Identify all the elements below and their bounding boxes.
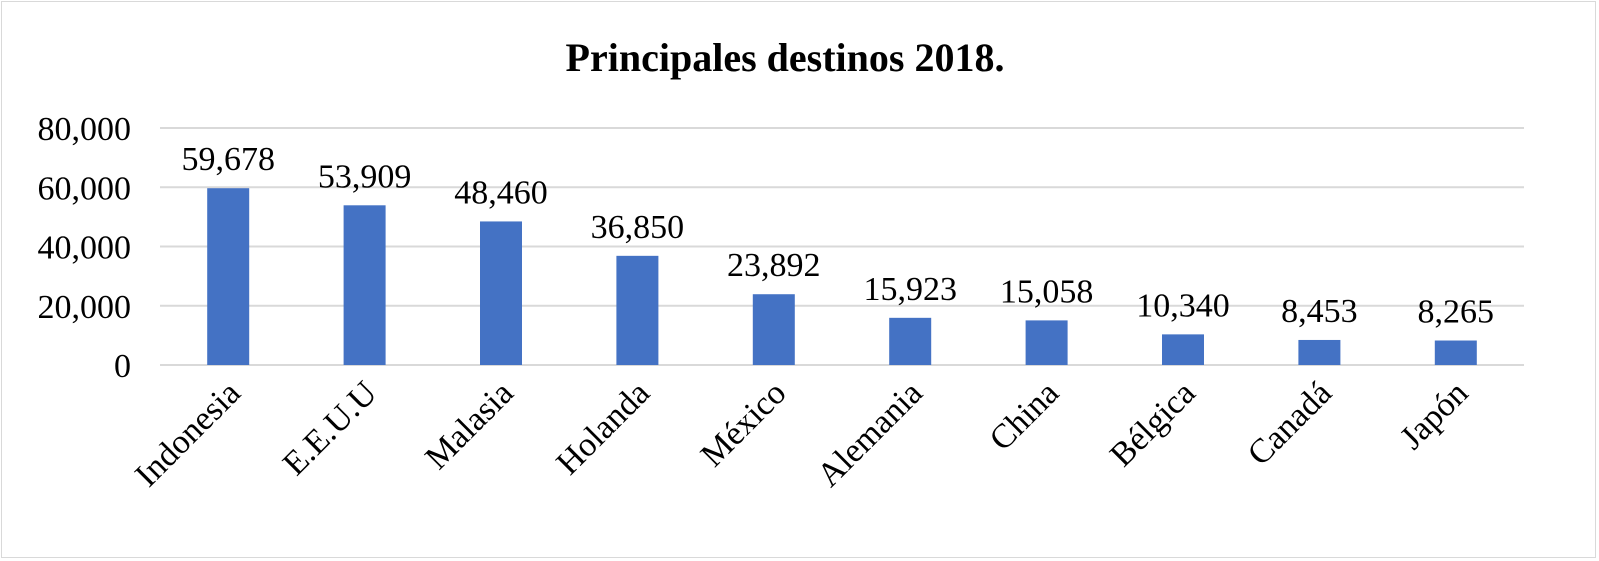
bar — [889, 317, 932, 365]
category-label: Canadá — [1241, 374, 1339, 472]
bar — [343, 205, 386, 365]
data-label: 8,453 — [1281, 293, 1358, 330]
bar — [616, 255, 659, 365]
bar — [207, 188, 250, 365]
category-label: China — [983, 374, 1067, 458]
data-label: 59,678 — [181, 141, 275, 178]
y-tick-label: 20,000 — [38, 289, 132, 326]
data-labels: 59,678 53,909 48,460 36,850 23,892 15,923 15,0… — [181, 141, 1494, 330]
data-label: 53,909 — [318, 158, 412, 195]
y-tick-label: 0 — [114, 348, 131, 385]
data-label: 8,265 — [1418, 294, 1495, 331]
data-label: 36,850 — [591, 209, 685, 246]
category-label: E.E.U.U — [276, 374, 384, 482]
y-axis-ticks: 0 20,000 40,000 60,000 80,000 — [38, 111, 132, 385]
chart-title: Principales destinos 2018. — [566, 35, 1005, 80]
category-label: Alemania — [810, 374, 930, 494]
data-label: 15,923 — [863, 271, 957, 308]
category-label: México — [694, 374, 794, 474]
category-label: Japón — [1393, 374, 1475, 456]
category-label: Holanda — [549, 374, 657, 482]
bar — [1025, 320, 1068, 365]
gridlines — [160, 127, 1524, 366]
category-labels: Indonesia E.E.U.U Malasia Holanda México Alem… — [128, 374, 1475, 494]
category-label: Bélgica — [1103, 374, 1203, 474]
category-label: Malasia — [418, 374, 520, 476]
data-label: 15,058 — [1000, 273, 1094, 310]
y-tick-label: 40,000 — [38, 230, 132, 267]
bar — [480, 221, 522, 365]
bar — [1162, 334, 1204, 365]
bar — [1298, 339, 1341, 365]
y-tick-label: 60,000 — [38, 170, 132, 207]
data-label: 10,340 — [1136, 287, 1230, 324]
data-label: 23,892 — [727, 247, 821, 284]
category-label: Indonesia — [128, 374, 248, 494]
data-label: 48,460 — [454, 174, 548, 211]
bar — [1434, 340, 1477, 365]
y-tick-label: 80,000 — [38, 111, 132, 148]
bars — [207, 188, 1477, 365]
bar — [752, 294, 795, 365]
